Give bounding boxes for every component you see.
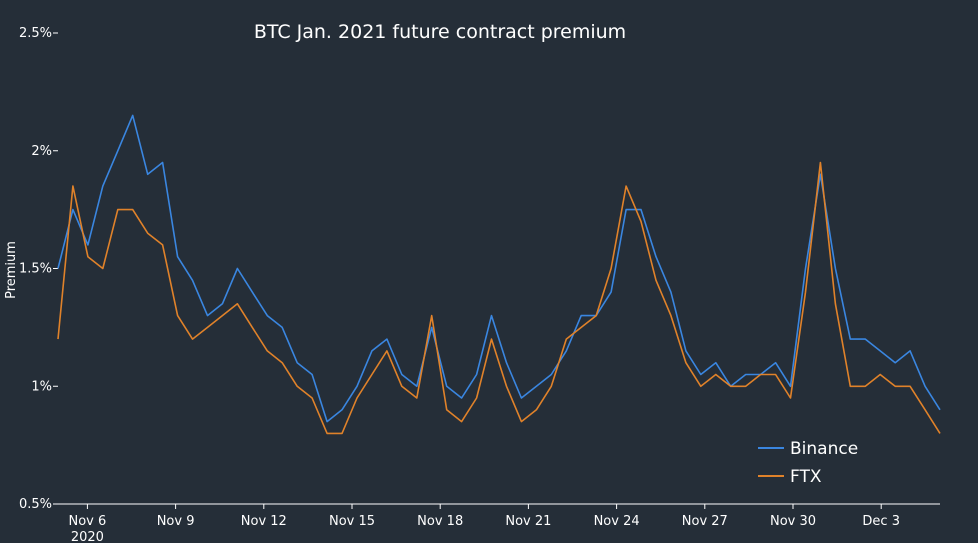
y-axis: 0.5% 1% 1.5% 2% 2.5% [19,26,940,512]
x-tick-label: Nov 6 [69,514,107,529]
series-line-ftx [57,161,941,435]
y-tick-label: 1.5% [19,262,52,277]
x-tick-label: Nov 30 [770,514,816,529]
x-tick-label: Dec 3 [862,514,900,529]
y-tick-label: 2.5% [19,26,52,41]
x-tick-label: Nov 24 [594,514,640,529]
legend: Binance FTX [758,439,858,487]
x-tick-label: Nov 27 [682,514,728,529]
y-axis-title: Premium [4,241,19,299]
x-year-label: 2020 [71,530,104,543]
x-tick-label: Nov 15 [329,514,375,529]
x-tick-label: Nov 9 [157,514,195,529]
legend-label-ftx[interactable]: FTX [790,467,822,487]
legend-label-binance[interactable]: Binance [790,439,858,459]
chart-title: BTC Jan. 2021 future contract premium [254,21,626,43]
y-tick-label: 1% [31,379,52,394]
x-tick-label: Nov 12 [241,514,287,529]
series-line-binance [57,114,941,423]
y-tick-label: 0.5% [19,497,52,512]
x-tick-label: Nov 18 [417,514,463,529]
series-layer [57,114,941,435]
x-tick-label: Nov 21 [505,514,551,529]
y-tick-label: 2% [31,144,52,159]
